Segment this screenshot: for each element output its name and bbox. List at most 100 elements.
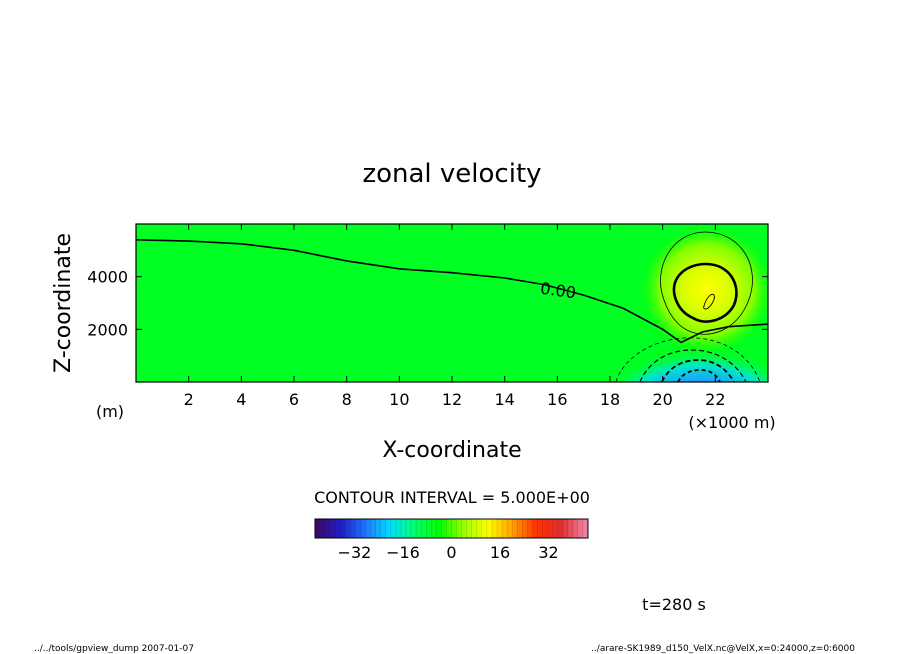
x-axis-ticks: 2 4 6 8 10 12 14 16 18 20 22 (184, 224, 726, 409)
colorbar-cell (582, 519, 589, 538)
colorbar-ticks: −32 −16 0 16 32 (338, 543, 559, 562)
contour-positive-outer (660, 231, 753, 335)
x-tick-label: 6 (289, 390, 299, 409)
positive-velocity-region (639, 224, 768, 356)
colorbar-cell (532, 519, 538, 538)
y-tick-label: 2000 (87, 320, 128, 339)
contour-negative-outer (615, 337, 761, 382)
colorbar-cell (461, 519, 467, 538)
x-unit-label: (×1000 m) (688, 413, 775, 432)
colorbar-cell (466, 519, 473, 538)
colorbar-cell (411, 519, 417, 538)
x-tick-label: 10 (389, 390, 409, 409)
colorbar-cell (517, 519, 523, 538)
colorbar-cell (456, 519, 462, 538)
time-label: t=280 s (642, 595, 706, 614)
colorbar-cell (547, 519, 553, 538)
footer-right: ../arare-SK1989_d150_VelX.nc@VelX,x=0:24… (591, 644, 855, 654)
colorbar-cell (562, 519, 569, 538)
colorbar-tick-label: 0 (446, 543, 456, 562)
colorbar-cell (340, 519, 346, 538)
contour-negative-mid (639, 349, 747, 382)
colorbar: −32 −16 0 16 32 (314, 518, 589, 562)
colorbar-cell (572, 519, 579, 538)
colorbar-cell (512, 519, 518, 538)
plot-area: 0.00 2 4 6 8 10 12 14 16 18 20 22 2000 4000 (87, 223, 769, 409)
colorbar-cell (471, 519, 478, 538)
colorbar-cell (502, 519, 508, 538)
colorbar-tick-label: 16 (490, 543, 510, 562)
colorbar-cell (497, 519, 503, 538)
colorbar-cell (320, 519, 326, 538)
colorbar-cell (491, 519, 498, 538)
colorbar-cell (375, 519, 382, 538)
contour-negative-core (677, 369, 721, 382)
colorbar-cell (527, 519, 533, 538)
negative-velocity-region (608, 328, 768, 382)
footer-left: ../../tools/gpview_dump 2007-01-07 (34, 644, 194, 654)
colorbar-cell (451, 519, 457, 538)
colorbar-cell (325, 519, 331, 538)
colorbar-cell (330, 519, 336, 538)
chart-title: zonal velocity (362, 159, 541, 189)
colorbar-cell (380, 519, 387, 538)
colorbar-cell (370, 519, 376, 538)
x-tick-label: 4 (236, 390, 246, 409)
colorbar-cell (350, 519, 356, 538)
colorbar-cell (441, 519, 447, 538)
colorbar-cell (406, 519, 412, 538)
colorbar-cell (542, 519, 548, 538)
zero-contour-label: 0.00 (539, 279, 577, 303)
colorbar-cell (345, 519, 351, 538)
colorbar-cell (446, 519, 452, 538)
y-axis-ticks: 2000 4000 (87, 268, 768, 339)
x-axis-title: X-coordinate (382, 438, 521, 463)
colorbar-cell (390, 519, 397, 538)
colorbar-cell (507, 519, 513, 538)
colorbar-cell (567, 519, 574, 538)
colorbar-cell (360, 519, 366, 538)
colorbar-cell (537, 519, 543, 538)
colorbar-cell (557, 519, 564, 538)
colorbar-cell (400, 519, 407, 538)
colorbar-cell (577, 519, 584, 538)
colorbar-cell (365, 519, 371, 538)
zero-contour-line (136, 239, 768, 344)
colorbar-cell (552, 519, 558, 538)
x-tick-label: 20 (652, 390, 672, 409)
colorbar-cell (476, 519, 483, 538)
colorbar-cell (315, 519, 321, 538)
x-tick-label: 12 (442, 390, 462, 409)
y-axis-title: Z-coordinate (51, 233, 76, 373)
colorbar-frame (314, 518, 589, 539)
y-tick-label: 4000 (87, 268, 128, 287)
colorbar-cell (431, 519, 437, 538)
x-tick-label: 22 (705, 390, 725, 409)
colorbar-cell (335, 519, 341, 538)
contour-positive-inner (672, 262, 738, 323)
contour-positive-core (703, 293, 715, 310)
colorbar-tick-label: −16 (386, 543, 420, 562)
contour-negative-inner (661, 359, 735, 382)
x-tick-label: 2 (184, 390, 194, 409)
contour-interval-label: CONTOUR INTERVAL = 5.000E+00 (314, 488, 590, 507)
x-tick-label: 16 (547, 390, 567, 409)
colorbar-cell (486, 519, 493, 538)
colorbar-cell (421, 519, 427, 538)
colorbar-cell (426, 519, 432, 538)
colorbar-tick-label: −32 (338, 543, 372, 562)
colorbar-cells (314, 519, 589, 538)
colorbar-cell (395, 519, 402, 538)
y-unit-label: (m) (96, 402, 124, 421)
colorbar-tick-label: 32 (538, 543, 558, 562)
x-tick-label: 18 (600, 390, 620, 409)
colorbar-cell (481, 519, 488, 538)
colorbar-cell (385, 519, 392, 538)
x-tick-label: 14 (494, 390, 514, 409)
x-tick-label: 8 (342, 390, 352, 409)
colorbar-cell (416, 519, 422, 538)
colorbar-cell (355, 519, 361, 538)
colorbar-cell (522, 519, 528, 538)
colorbar-cell (436, 519, 442, 538)
